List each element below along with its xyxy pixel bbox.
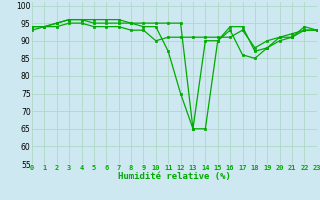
X-axis label: Humidité relative (%): Humidité relative (%)	[118, 172, 231, 181]
